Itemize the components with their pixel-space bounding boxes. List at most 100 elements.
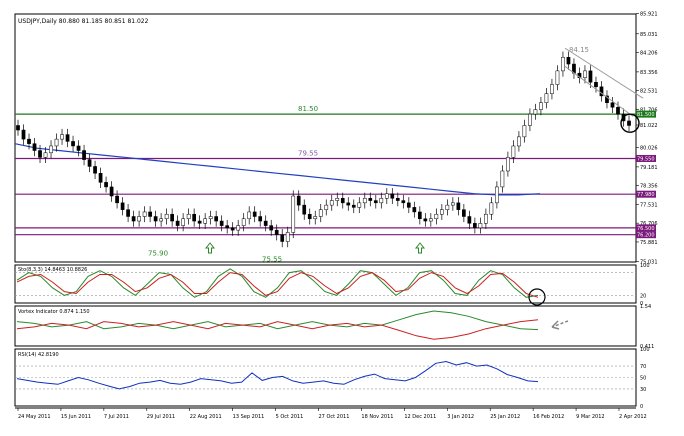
price-tick-label: 75.881 <box>640 240 658 246</box>
candle-body <box>478 223 483 229</box>
x-tick-label: 5 Oct 2011 <box>276 414 304 420</box>
candle-body <box>225 225 230 229</box>
candle-body <box>324 204 329 210</box>
level-axis-tag-bg <box>636 154 656 162</box>
x-tick-label: 29 Jul 2011 <box>147 414 175 420</box>
candle-body <box>462 209 466 217</box>
panel-tick-label: 0.411 <box>640 344 654 350</box>
candle-body <box>280 234 285 242</box>
x-tick-label: 9 Mar 2012 <box>576 414 605 420</box>
up-arrow-icon <box>204 242 216 254</box>
level-axis-tag: 77.980 <box>637 192 655 198</box>
candle-body <box>522 125 527 138</box>
candle-body <box>21 129 26 140</box>
vortex-pointer-arrow <box>551 320 569 328</box>
candle-body <box>583 70 587 78</box>
price-tick-label: 76.706 <box>640 221 658 227</box>
candle-body <box>186 213 191 220</box>
candle-body <box>384 193 389 199</box>
up-arrow-icon <box>414 242 426 254</box>
price-tick-label: 85.031 <box>640 32 658 38</box>
panel-frame <box>14 264 637 304</box>
x-tick-label: 15 Jun 2011 <box>61 414 91 420</box>
candle-body <box>528 113 532 126</box>
candle-body <box>566 56 571 65</box>
vortex-minus-line <box>16 319 539 340</box>
stochastic-label: Sto(8,3,3) 14.8463 10.8826 <box>18 267 87 273</box>
candle-body <box>484 213 488 224</box>
x-tick-label: 25 Jan 2012 <box>490 414 520 420</box>
candle-body <box>263 220 268 226</box>
panel-tick-label: 0 <box>640 301 643 307</box>
candle-body <box>126 209 130 217</box>
price-tick-label: 75.031 <box>640 259 658 265</box>
candle-body <box>115 195 119 204</box>
candle-body <box>335 198 340 201</box>
candle-body <box>93 166 97 174</box>
candle-body <box>412 207 417 213</box>
stochastic-signal-line <box>16 272 539 298</box>
candle-body <box>500 170 505 188</box>
panel-tick-label: 100 <box>640 263 650 269</box>
x-tick-label: 24 May 2011 <box>18 414 51 420</box>
x-tick-label: 22 Aug 2011 <box>190 414 222 420</box>
level-axis-tag: 76.500 <box>637 226 655 232</box>
candle-body <box>241 218 246 226</box>
x-tick-label: 16 Feb 2012 <box>533 414 564 420</box>
candle-body <box>318 209 323 217</box>
candle-body <box>258 216 263 222</box>
candle-body <box>362 198 367 204</box>
level-axis-tag-bg <box>636 190 656 198</box>
x-tick-label: 13 Sep 2011 <box>233 414 265 420</box>
candle-body <box>340 198 345 204</box>
vortex-label: Vortex Indicator 0.874 1.150 <box>18 309 90 315</box>
trend-channel-lower <box>564 65 634 117</box>
candle-body <box>517 136 521 147</box>
candle-body <box>71 141 75 147</box>
x-tick-label: 2 Apr 2012 <box>619 414 647 420</box>
candle-body <box>439 209 444 215</box>
candle-body <box>247 211 252 220</box>
level-label: 79.55 <box>298 149 318 157</box>
candle-body <box>627 120 631 126</box>
moving-average-line <box>14 143 541 196</box>
candle-body <box>511 145 516 158</box>
x-tick-label: 7 Jul 2011 <box>104 414 129 420</box>
level-axis-tag-bg <box>636 110 656 118</box>
candle-body <box>357 202 362 208</box>
candle-body <box>544 93 549 103</box>
candle-body <box>379 198 384 204</box>
candle-body <box>390 193 395 199</box>
candle-body <box>351 204 356 208</box>
x-tick-label: 12 Dec 2011 <box>404 414 436 420</box>
candle-body <box>142 211 147 217</box>
candle-body <box>616 107 620 115</box>
vortex-pointer-arrow-head <box>551 320 560 330</box>
price-tick-label: 84.206 <box>640 51 658 57</box>
rsi-label: RSI(14) 42.8190 <box>18 352 59 358</box>
candle-body <box>291 195 296 233</box>
candle-body <box>406 202 411 208</box>
panel-tick-label: 100 <box>640 347 650 353</box>
candle-body <box>605 95 609 103</box>
candle-body <box>610 102 615 108</box>
candle-body <box>329 200 334 206</box>
circle-marker <box>620 113 640 133</box>
candle-body <box>373 200 378 204</box>
candle-body <box>302 204 307 215</box>
candle-body <box>599 86 604 97</box>
candle-body <box>236 225 241 231</box>
candle-body <box>131 216 136 222</box>
price-tick-label: 85.921 <box>640 12 658 18</box>
candle-body <box>208 216 213 220</box>
candle-body <box>445 204 450 210</box>
candle-body <box>423 218 428 222</box>
candle-body <box>506 157 510 172</box>
candle-body <box>252 211 257 217</box>
candle-body <box>219 220 224 226</box>
candle-body <box>451 202 455 206</box>
candle-body <box>137 216 141 222</box>
panel-frame <box>14 13 637 263</box>
candle-body <box>428 218 433 222</box>
price-tick-label: 83.356 <box>640 70 658 76</box>
